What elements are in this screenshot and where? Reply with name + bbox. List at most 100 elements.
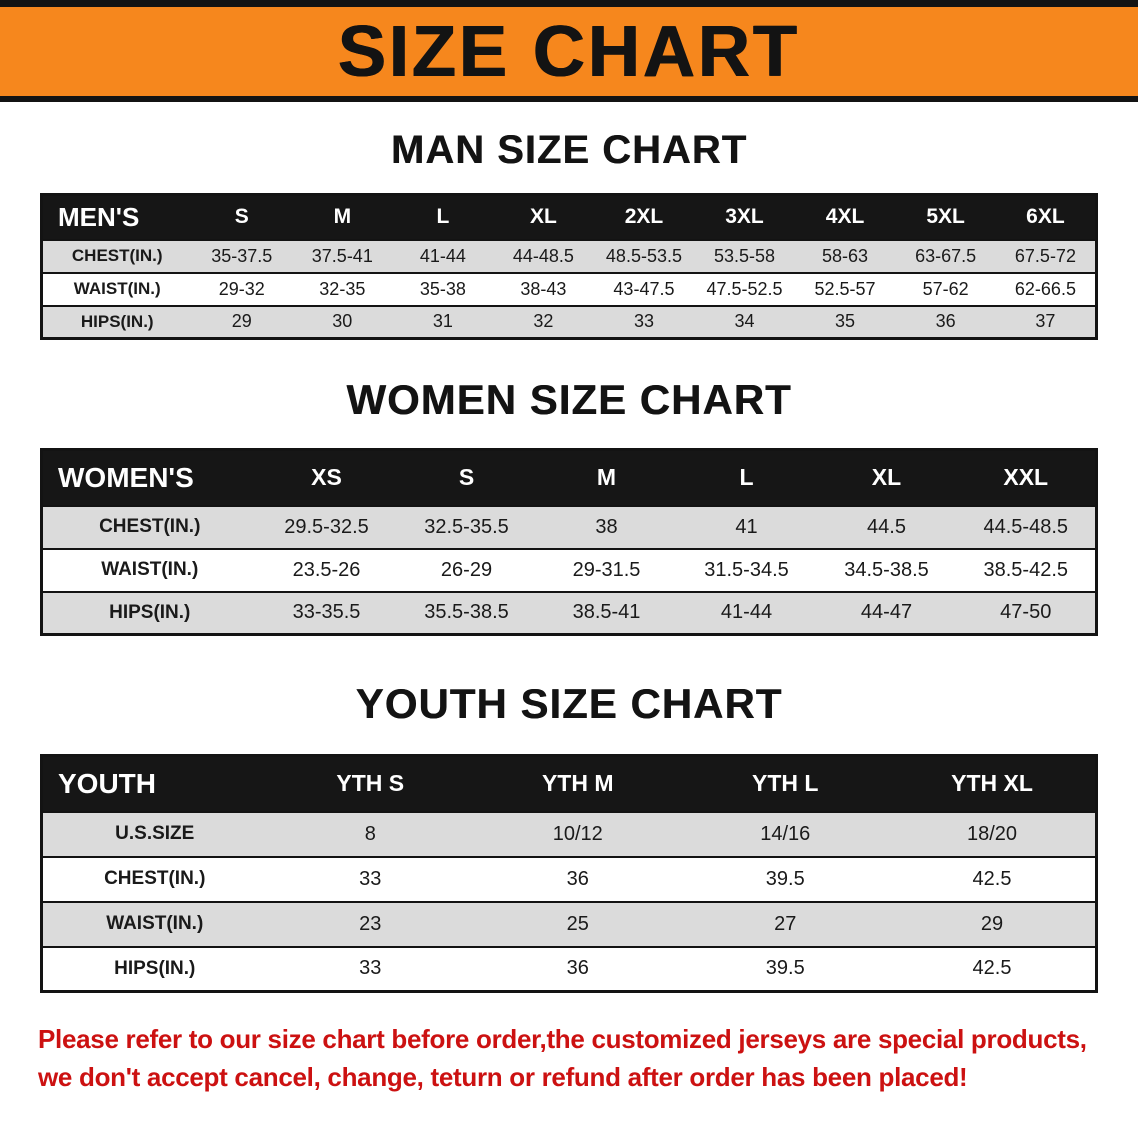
size-value: 18/20 [966, 822, 1018, 845]
size-value: 63-67.5 [915, 245, 977, 266]
size-value: 47.5-52.5 [706, 278, 783, 299]
size-column-header: YTH XL [951, 770, 1033, 797]
size-value: 37.5-41 [311, 245, 373, 266]
table-header-row: WOMEN'S XS S M L XL XXL [41, 449, 1097, 506]
size-value: 29-32 [218, 278, 265, 299]
size-value: 23.5-26 [292, 558, 361, 581]
size-column-header: 4XL [825, 205, 865, 229]
row-label: WAIST(IN.) [73, 279, 161, 298]
size-value: 34 [734, 311, 755, 332]
table-corner-label: MEN'S [58, 201, 140, 232]
size-value: 38 [595, 515, 618, 538]
row-label: U.S.SIZE [115, 823, 195, 844]
table-row: WAIST(IN.) 23.5-26 26-29 29-31.5 31.5-34.5 34… [41, 548, 1097, 592]
size-column-header: XS [311, 464, 342, 491]
disclaimer-line-2: we don't accept cancel, change, teturn o… [38, 1061, 968, 1092]
size-value: 36 [566, 867, 589, 890]
size-value: 53.5-58 [713, 245, 776, 266]
size-value: 67.5-72 [1014, 245, 1076, 266]
size-value: 31 [432, 311, 453, 332]
table-header-row: YOUTH YTH S YTH M YTH L YTH XL [41, 755, 1097, 812]
size-value: 36 [566, 957, 589, 980]
size-value: 14/16 [760, 822, 811, 845]
size-value: 41-44 [419, 245, 466, 266]
size-value: 42.5 [972, 867, 1012, 890]
table-header-row: MEN'S S M L XL 2XL 3XL 4XL 5XL 6XL [41, 194, 1097, 240]
size-value: 25 [566, 912, 589, 935]
size-column-header: YTH M [541, 770, 614, 797]
size-value: 41-44 [720, 601, 773, 624]
size-column-header: XL [529, 205, 557, 229]
table-row: CHEST(IN.) 35-37.5 37.5-41 41-44 44-48.5 48.5… [41, 239, 1097, 273]
women-section: WOMEN SIZE CHART WOMEN'S XS S M L XL XXL CHEST(… [0, 340, 1138, 636]
row-label: WAIST(IN.) [101, 559, 199, 580]
size-value: 32.5-35.5 [424, 515, 509, 538]
size-value: 33 [359, 867, 382, 890]
size-value: 35-37.5 [211, 245, 273, 266]
size-value: 34.5-38.5 [844, 558, 929, 581]
row-label: HIPS(IN.) [80, 311, 154, 331]
table-row: WAIST(IN.) 29-32 32-35 35-38 38-43 43-47.5 47.… [41, 272, 1097, 306]
row-label: WAIST(IN.) [106, 913, 204, 934]
youth-size-table: YOUTH YTH S YTH M YTH L YTH XL U.S.SIZE 8 10/12… [40, 754, 1098, 993]
women-size-table: WOMEN'S XS S M L XL XXL CHEST(IN.) 29.5-32.5 32.5… [40, 448, 1098, 636]
size-value: 44.5-48.5 [983, 515, 1068, 538]
youth-section: YOUTH SIZE CHART YOUTH YTH S YTH M YTH L YTH… [0, 636, 1138, 993]
table-row: HIPS(IN.) 33-35.5 35.5-38.5 38.5-41 41-44 44-… [41, 591, 1097, 635]
size-value: 44.5 [867, 515, 906, 538]
table-row: CHEST(IN.) 33 36 39.5 42.5 [41, 856, 1097, 902]
size-value: 52.5-57 [814, 278, 876, 299]
size-column-header: 5XL [926, 205, 965, 229]
table-row: HIPS(IN.) 29 30 31 32 33 34 35 36 37 [41, 305, 1097, 339]
size-value: 23 [359, 912, 382, 935]
size-value: 57-62 [922, 278, 969, 299]
size-value: 36 [935, 311, 956, 332]
size-value: 29 [980, 912, 1004, 935]
size-value: 44-48.5 [512, 245, 574, 266]
size-value: 33-35.5 [292, 601, 361, 624]
size-value: 26-29 [440, 558, 493, 581]
size-value: 42.5 [972, 957, 1012, 980]
size-value: 38-43 [520, 278, 567, 299]
size-value: 32-35 [319, 278, 366, 299]
size-column-header: 6XL [1026, 205, 1065, 229]
size-column-header: M [596, 464, 617, 491]
size-value: 39.5 [765, 957, 805, 980]
men-section: MAN SIZE CHART MEN'S S M L XL 2XL 3XL 4XL 5XL 6XL… [0, 102, 1138, 340]
row-label: CHEST(IN.) [104, 868, 206, 889]
table-corner-label: YOUTH [58, 767, 156, 799]
size-value: 38.5-41 [572, 601, 641, 624]
size-value: 31.5-34.5 [704, 558, 789, 581]
size-column-header: YTH S [336, 770, 405, 797]
banner: SIZE CHART [0, 0, 1138, 102]
disclaimer: Please refer to our size chart before or… [38, 1021, 1100, 1096]
size-value: 35 [835, 311, 856, 332]
size-value: 44-47 [860, 601, 913, 624]
size-value: 29-31.5 [572, 558, 641, 581]
size-column-header: 2XL [624, 205, 664, 229]
size-value: 27 [774, 912, 797, 935]
women-section-heading: WOMEN SIZE CHART [346, 376, 792, 423]
size-value: 32 [533, 311, 554, 332]
size-value: 58-63 [822, 245, 869, 266]
size-value: 39.5 [765, 867, 805, 890]
men-section-heading: MAN SIZE CHART [390, 128, 748, 172]
size-value: 62-66.5 [1014, 278, 1076, 299]
size-value: 33 [359, 957, 382, 980]
table-row: WAIST(IN.) 23 25 27 29 [41, 901, 1097, 947]
row-label: HIPS(IN.) [114, 957, 196, 979]
row-label: CHEST(IN.) [99, 516, 201, 537]
size-column-header: XL [871, 464, 902, 491]
size-column-header: S [234, 205, 249, 229]
table-row: U.S.SIZE 8 10/12 14/16 18/20 [41, 811, 1097, 857]
size-column-header: L [436, 205, 450, 229]
table-row: HIPS(IN.) 33 36 39.5 42.5 [41, 946, 1097, 992]
size-value: 35-38 [419, 278, 466, 299]
size-column-header: 3XL [725, 205, 764, 229]
size-value: 43-47.5 [613, 278, 675, 299]
page-title: SIZE CHART [338, 11, 800, 92]
table-row: CHEST(IN.) 29.5-32.5 32.5-35.5 38 41 44.5 44.5… [41, 505, 1097, 549]
size-column-header: L [739, 464, 754, 491]
size-value: 48.5-53.5 [605, 245, 682, 266]
